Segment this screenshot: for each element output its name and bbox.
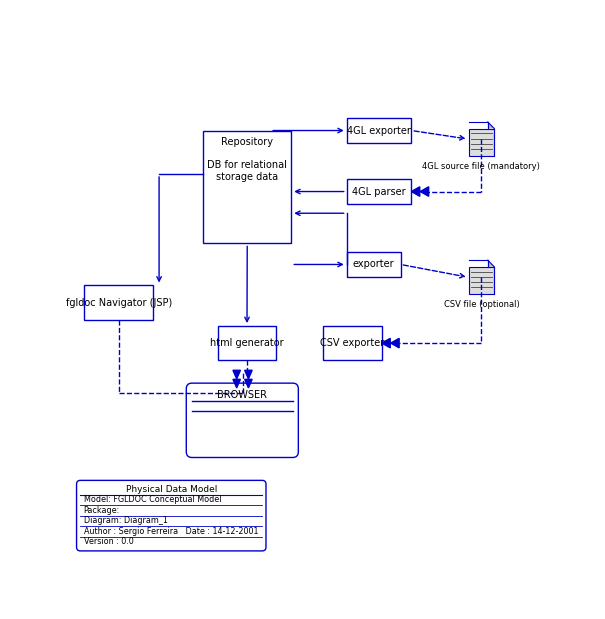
Polygon shape — [411, 187, 420, 196]
Text: exporter: exporter — [353, 259, 394, 269]
FancyBboxPatch shape — [77, 480, 266, 551]
Bar — [468, 129, 494, 156]
Text: Repository

DB for relational
storage data: Repository DB for relational storage dat… — [208, 137, 287, 182]
Text: BROWSER: BROWSER — [217, 390, 267, 400]
Polygon shape — [488, 260, 494, 267]
Polygon shape — [244, 379, 252, 388]
Polygon shape — [420, 187, 429, 196]
Bar — [347, 179, 411, 204]
Bar — [84, 285, 154, 320]
Bar — [468, 267, 494, 295]
Bar — [347, 118, 411, 143]
Text: Version : 0.0: Version : 0.0 — [83, 537, 133, 547]
Bar — [323, 326, 382, 360]
FancyBboxPatch shape — [186, 383, 298, 457]
Bar — [218, 326, 276, 360]
Text: Author : Sergio Ferreira   Date : 14-12-2001: Author : Sergio Ferreira Date : 14-12-20… — [83, 527, 258, 536]
Bar — [347, 252, 401, 277]
Text: Model: FGLDOC Conceptual Model: Model: FGLDOC Conceptual Model — [83, 495, 221, 504]
Text: Physical Data Model: Physical Data Model — [126, 485, 217, 494]
Text: Package:: Package: — [83, 506, 120, 515]
Text: Diagram: Diagram_1: Diagram: Diagram_1 — [83, 516, 168, 526]
Polygon shape — [233, 370, 240, 379]
Text: 4GL exporter: 4GL exporter — [347, 126, 411, 136]
Text: 4GL source file (mandatory): 4GL source file (mandatory) — [422, 162, 540, 171]
Text: fgldoc Navigator (JSP): fgldoc Navigator (JSP) — [65, 298, 172, 308]
Text: CSV exporter: CSV exporter — [321, 338, 385, 348]
Text: CSV file (optional): CSV file (optional) — [443, 300, 519, 310]
Polygon shape — [382, 339, 390, 348]
Polygon shape — [391, 339, 399, 348]
Text: 4GL parser: 4GL parser — [352, 186, 406, 196]
Polygon shape — [488, 122, 494, 129]
Bar — [203, 131, 292, 243]
Polygon shape — [233, 379, 240, 388]
Text: html generator: html generator — [210, 338, 284, 348]
Polygon shape — [244, 370, 252, 379]
